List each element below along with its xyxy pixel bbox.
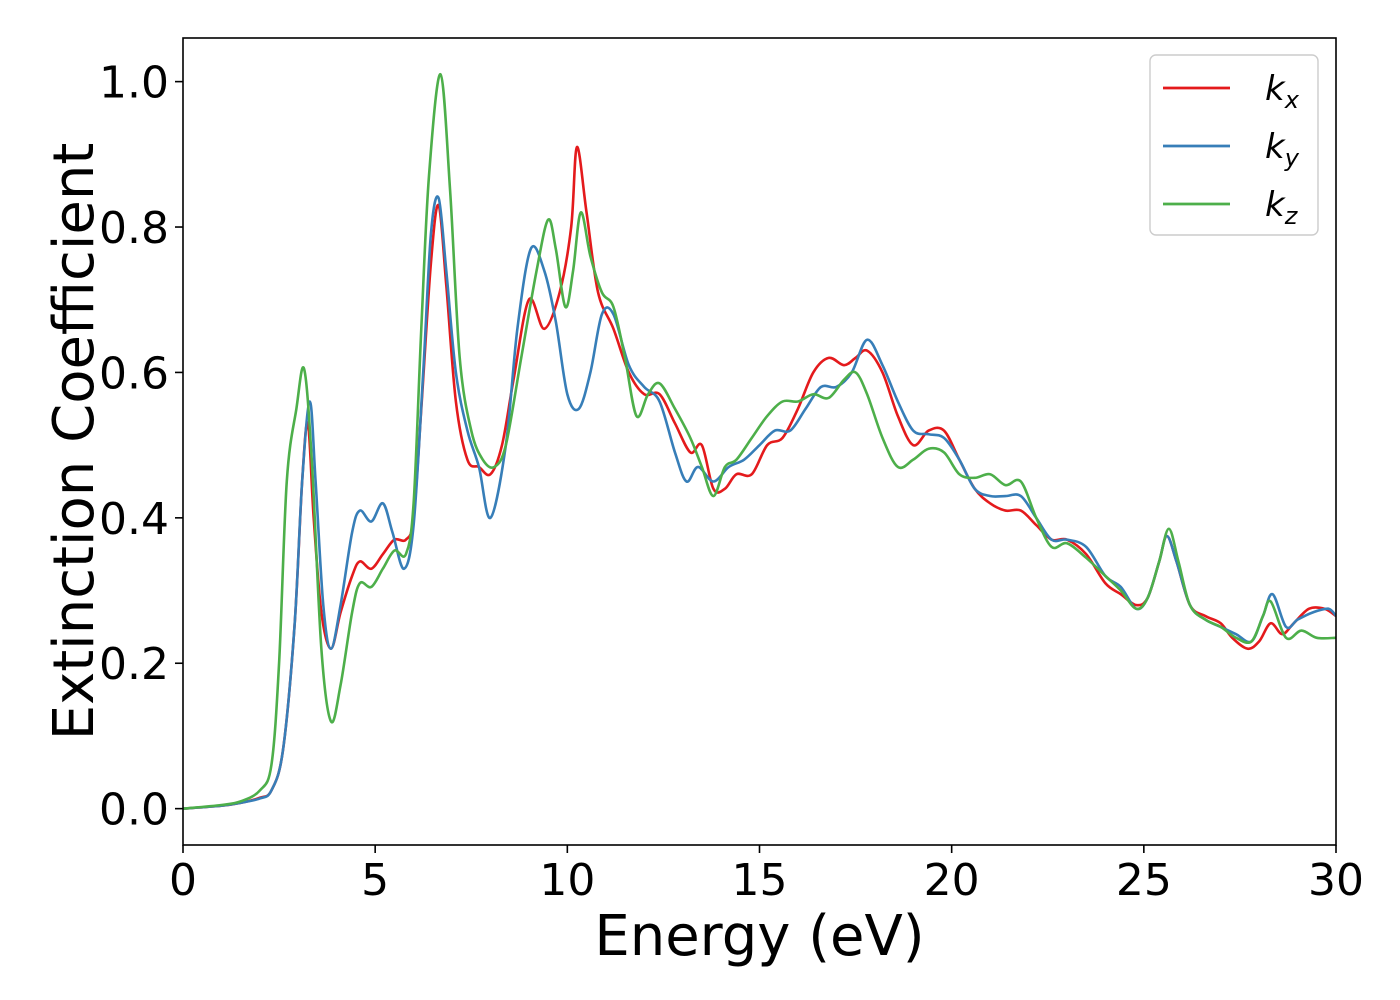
x-tick-label: 5 [361, 855, 389, 906]
legend-label-ky: ky [1265, 127, 1300, 172]
y-tick-label: 0.4 [99, 494, 169, 545]
x-tick-label: 25 [1116, 855, 1172, 906]
legend: kx ky kz [1149, 54, 1319, 236]
x-axis-title: Energy (eV) [594, 904, 924, 969]
series-line-kz [183, 73, 1336, 810]
y-tick-label: 0.6 [99, 348, 169, 399]
y-tick-label: 0.0 [99, 785, 169, 836]
plot-lines [183, 73, 1336, 810]
x-axis: 0 5 10 15 20 25 30 [169, 845, 1364, 906]
legend-label-kx: kx [1265, 69, 1300, 114]
y-tick-label: 0.2 [99, 639, 169, 690]
legend-box [1149, 54, 1319, 236]
series-line-kx [183, 145, 1336, 810]
x-tick-label: 15 [732, 855, 788, 906]
y-axis-title: Extinction Coefficient [42, 143, 107, 741]
y-tick-label: 1.0 [99, 58, 169, 109]
series-line-ky [183, 195, 1336, 810]
x-tick-label: 0 [169, 855, 197, 906]
x-tick-label: 30 [1308, 855, 1364, 906]
x-tick-label: 20 [924, 855, 980, 906]
x-tick-label: 10 [539, 855, 595, 906]
legend-label-kz: kz [1265, 185, 1299, 230]
y-tick-label: 0.8 [99, 203, 169, 254]
y-axis: 0.0 0.2 0.4 0.6 0.8 1.0 [99, 58, 183, 836]
